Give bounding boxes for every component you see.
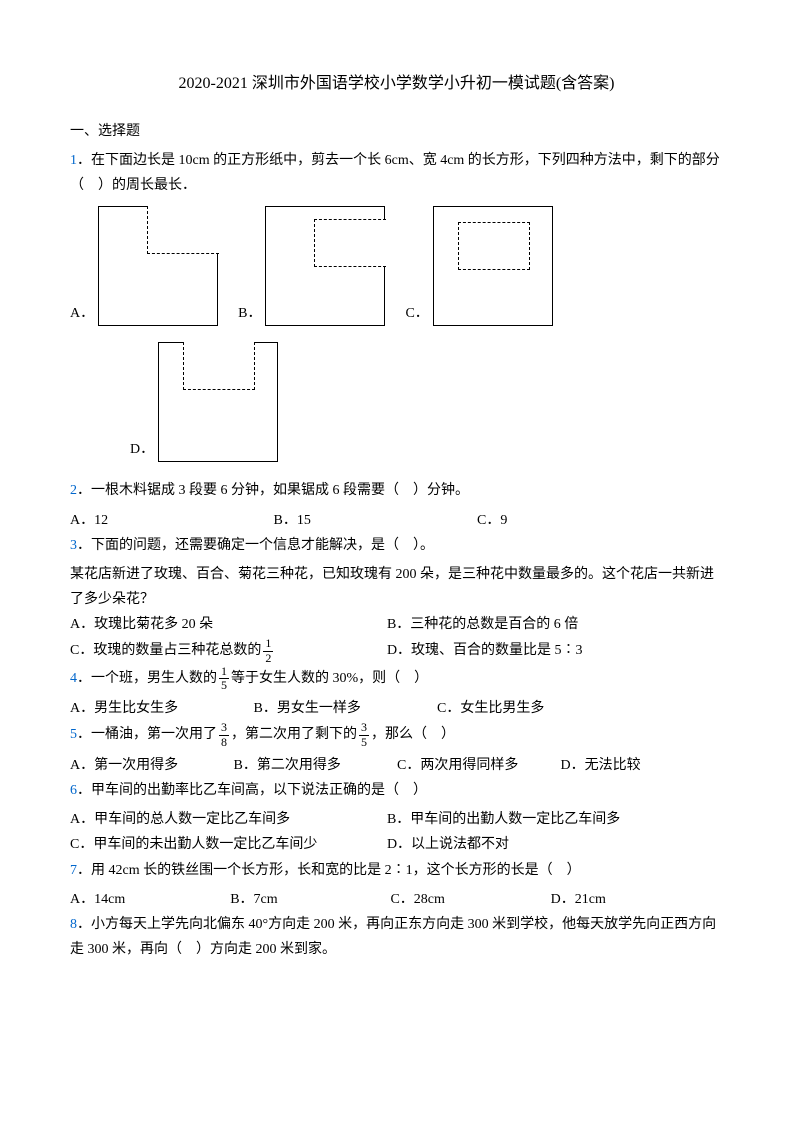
q1-square-a bbox=[98, 206, 218, 326]
q2-options: A．12 B．15 C．9 bbox=[70, 508, 723, 533]
q4-text-prefix: ．一个班，男生人数的 bbox=[77, 671, 217, 686]
q1-num: 1 bbox=[70, 153, 77, 168]
q4-frac: 15 bbox=[219, 665, 229, 692]
q5-p1: ．一桶油，第一次用了 bbox=[77, 727, 217, 742]
question-4: 4．一个班，男生人数的15等于女生人数的 30%，则（ ） bbox=[70, 665, 723, 692]
q1-square-d bbox=[158, 342, 278, 462]
q1-cut-b bbox=[314, 219, 386, 267]
q1-cut-c bbox=[458, 222, 530, 270]
q3-text: ．下面的问题，还需要确定一个信息才能解决，是（ ）。 bbox=[77, 538, 434, 553]
q1-square-c bbox=[433, 206, 553, 326]
q1-option-d: D． bbox=[130, 342, 278, 462]
q1-diagrams: A． B． C． bbox=[70, 206, 723, 334]
q6-opt-a: A．甲车间的总人数一定比乙车间多 bbox=[70, 807, 383, 832]
q1-option-c: C． bbox=[405, 206, 552, 326]
q5-f2-den: 5 bbox=[359, 736, 369, 749]
question-6: 6．甲车间的出勤率比乙车间高，以下说法正确的是（ ） bbox=[70, 778, 723, 803]
q1-label-d: D． bbox=[130, 437, 154, 462]
question-2: 2．一根木料锯成 3 段要 6 分钟，如果锯成 6 段需要（ ）分钟。 bbox=[70, 478, 723, 503]
q7-num: 7 bbox=[70, 863, 77, 878]
q7-opt-a: A．14cm bbox=[70, 887, 227, 912]
q1-option-b: B． bbox=[238, 206, 385, 326]
q4-text-suffix: 等于女生人数的 30%，则（ ） bbox=[231, 671, 428, 686]
q4-options: A．男生比女生多 B．男女生一样多 C．女生比男生多 bbox=[70, 696, 723, 721]
q5-opt-b: B．第二次用得多 bbox=[234, 753, 394, 778]
q5-num: 5 bbox=[70, 727, 77, 742]
q5-frac2: 35 bbox=[359, 721, 369, 748]
q4-frac-den: 5 bbox=[219, 679, 229, 692]
q3-stem: 某花店新进了玫瑰、百合、菊花三种花，已知玫瑰有 200 朵，是三种花中数量最多的… bbox=[70, 562, 723, 612]
q5-p2: ，第二次用了剩下的 bbox=[231, 727, 357, 742]
q6-text: ．甲车间的出勤率比乙车间高，以下说法正确的是（ ） bbox=[77, 783, 427, 798]
q4-opt-b: B．男女生一样多 bbox=[254, 696, 434, 721]
question-8: 8．小方每天上学先向北偏东 40°方向走 200 米，再向正东方向走 300 米… bbox=[70, 912, 723, 962]
q3-opt-d: D．玫瑰、百合的数量比是 5∶3 bbox=[387, 638, 700, 663]
q3-opt-a: A．玫瑰比菊花多 20 朵 bbox=[70, 612, 383, 637]
q7-text: ．用 42cm 长的铁丝围一个长方形，长和宽的比是 2∶1，这个长方形的长是（ … bbox=[77, 863, 581, 878]
q2-text: ．一根木料锯成 3 段要 6 分钟，如果锯成 6 段需要（ ）分钟。 bbox=[77, 483, 469, 498]
q1-option-a: A． bbox=[70, 206, 218, 326]
q5-f2-num: 3 bbox=[359, 721, 369, 735]
exam-title: 2020-2021 深圳市外国语学校小学数学小升初一模试题(含答案) bbox=[70, 70, 723, 99]
q5-opt-a: A．第一次用得多 bbox=[70, 753, 230, 778]
q3-c-frac-den: 2 bbox=[263, 652, 273, 665]
question-5: 5．一桶油，第一次用了38，第二次用了剩下的35，那么（ ） bbox=[70, 721, 723, 748]
q4-frac-num: 1 bbox=[219, 665, 229, 679]
q7-opt-d: D．21cm bbox=[551, 887, 708, 912]
q1-label-b: B． bbox=[238, 301, 261, 326]
q5-options: A．第一次用得多 B．第二次用得多 C．两次用得同样多 D．无法比较 bbox=[70, 753, 723, 778]
q4-num: 4 bbox=[70, 671, 77, 686]
question-1: 1．在下面边长是 10cm 的正方形纸中，剪去一个长 6cm、宽 4cm 的长方… bbox=[70, 148, 723, 198]
q3-c-frac-num: 1 bbox=[263, 637, 273, 651]
q7-options: A．14cm B．7cm C．28cm D．21cm bbox=[70, 887, 723, 912]
q6-opt-c: C．甲车间的未出勤人数一定比乙车间少 bbox=[70, 832, 383, 857]
q8-num: 8 bbox=[70, 917, 77, 932]
section-header-1: 一、选择题 bbox=[70, 119, 723, 144]
q7-opt-c: C．28cm bbox=[390, 887, 547, 912]
q8-text: ．小方每天上学先向北偏东 40°方向走 200 米，再向正东方向走 300 米到… bbox=[70, 917, 716, 957]
q2-num: 2 bbox=[70, 483, 77, 498]
q3-num: 3 bbox=[70, 538, 77, 553]
q3-options-row1: A．玫瑰比菊花多 20 朵 B．三种花的总数是百合的 6 倍 bbox=[70, 612, 723, 637]
q2-opt-a: A．12 bbox=[70, 508, 270, 533]
q1-label-a: A． bbox=[70, 301, 94, 326]
q2-opt-b: B．15 bbox=[274, 508, 474, 533]
q3-opt-b: B．三种花的总数是百合的 6 倍 bbox=[387, 612, 700, 637]
q1-diagrams-2: D． bbox=[130, 342, 723, 470]
q5-frac1: 38 bbox=[219, 721, 229, 748]
q6-options-row2: C．甲车间的未出勤人数一定比乙车间少 D．以上说法都不对 bbox=[70, 832, 723, 857]
q1-label-c: C． bbox=[405, 301, 428, 326]
q3-options-row2: C．玫瑰的数量占三种花总数的12 D．玫瑰、百合的数量比是 5∶3 bbox=[70, 637, 723, 664]
q3-opt-c: C．玫瑰的数量占三种花总数的12 bbox=[70, 637, 383, 664]
q1-text: ．在下面边长是 10cm 的正方形纸中，剪去一个长 6cm、宽 4cm 的长方形… bbox=[70, 153, 720, 193]
q6-num: 6 bbox=[70, 783, 77, 798]
q5-opt-d: D．无法比较 bbox=[561, 753, 641, 778]
q4-opt-c: C．女生比男生多 bbox=[437, 696, 544, 721]
q5-f1-num: 3 bbox=[219, 721, 229, 735]
q3-opt-c-prefix: C．玫瑰的数量占三种花总数的 bbox=[70, 643, 261, 658]
q6-opt-b: B．甲车间的出勤人数一定比乙车间多 bbox=[387, 807, 700, 832]
q5-p3: ，那么（ ） bbox=[371, 727, 455, 742]
q5-opt-c: C．两次用得同样多 bbox=[397, 753, 557, 778]
q7-opt-b: B．7cm bbox=[230, 887, 387, 912]
q5-f1-den: 8 bbox=[219, 736, 229, 749]
q4-opt-a: A．男生比女生多 bbox=[70, 696, 250, 721]
question-3: 3．下面的问题，还需要确定一个信息才能解决，是（ ）。 bbox=[70, 533, 723, 558]
q6-opt-d: D．以上说法都不对 bbox=[387, 832, 700, 857]
q6-options-row1: A．甲车间的总人数一定比乙车间多 B．甲车间的出勤人数一定比乙车间多 bbox=[70, 807, 723, 832]
q1-cut-a bbox=[147, 206, 219, 254]
question-7: 7．用 42cm 长的铁丝围一个长方形，长和宽的比是 2∶1，这个长方形的长是（… bbox=[70, 858, 723, 883]
q2-opt-c: C．9 bbox=[477, 508, 507, 533]
q3-opt-c-frac: 12 bbox=[263, 637, 273, 664]
q1-cut-d bbox=[183, 342, 255, 390]
q1-square-b bbox=[265, 206, 385, 326]
